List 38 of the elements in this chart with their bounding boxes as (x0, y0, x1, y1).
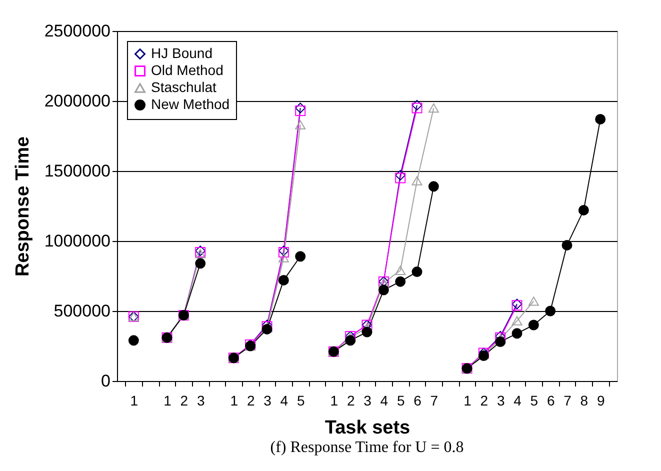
x-tick-label: 9 (596, 392, 605, 408)
legend-label: Old Method (151, 62, 224, 78)
y-tick-label: 500000 (54, 302, 110, 320)
x-tick-label: 4 (514, 392, 522, 408)
y-tick-label: 2000000 (44, 92, 110, 110)
x-tick-label: 4 (380, 392, 388, 408)
x-tick-label: 6 (546, 392, 555, 408)
x-tick-label: 1 (130, 392, 138, 408)
x-tick-label: 3 (364, 392, 372, 408)
x-tick-label: 1 (330, 392, 338, 408)
x-tick-label: 5 (296, 392, 305, 408)
x-tick-label: 5 (396, 392, 405, 408)
x-tick-label: 5 (530, 392, 538, 408)
x-tick-label: 1 (164, 392, 172, 408)
y-axis-title: Response Time (12, 136, 34, 277)
x-tick-label: 4 (280, 392, 288, 408)
x-tick-label: 6 (414, 392, 422, 408)
text: (f) Response Time for U = 0.8 (270, 439, 464, 456)
x-tick-label: 3 (496, 392, 505, 408)
x-tick-label: 2 (246, 392, 255, 408)
y-tick-label: 2500000 (44, 22, 110, 40)
x-tick-label: 2 (346, 392, 355, 408)
legend-label: New Method (151, 96, 230, 112)
x-tick-label: 2 (180, 392, 188, 408)
x-tick-label: 1 (464, 392, 472, 408)
legend-label: Staschulat (151, 79, 216, 95)
x-tick-label: 3 (264, 392, 272, 408)
legend-label: HJ Bound (151, 45, 212, 61)
x-tick-label: 3 (196, 392, 205, 408)
x-tick-label: 1 (230, 392, 238, 408)
x-tick-label: 7 (564, 392, 572, 408)
x-tick-label: 8 (580, 392, 588, 408)
y-tick-label: 1500000 (44, 162, 110, 180)
x-tick-label: 7 (430, 392, 438, 408)
x-tick-label: 2 (480, 392, 488, 408)
y-tick-label: 1000000 (44, 232, 110, 250)
y-tick-label: 0 (101, 372, 110, 390)
x-axis-title: Task sets (324, 418, 410, 438)
